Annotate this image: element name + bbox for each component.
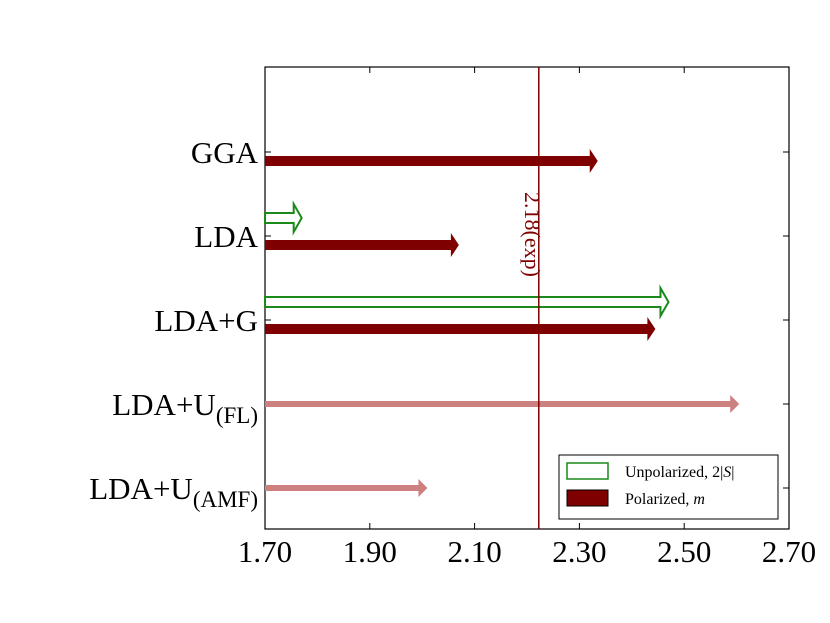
x-tick-labels: 1.70 1.90 2.10 2.30 2.50 2.70 (238, 534, 816, 569)
x-tick-label: 2.50 (657, 534, 711, 569)
category-label: LDA (194, 219, 258, 254)
polarized-light-arrow (265, 479, 428, 497)
x-tick-label: 2.70 (762, 534, 816, 569)
legend-label-suffix: | (731, 464, 734, 481)
legend-label-math: m (693, 491, 705, 508)
category-label-main: LDA+U (112, 387, 216, 422)
unpolarized-arrow (264, 200, 303, 236)
polarized-arrow (265, 149, 598, 173)
unpolarized-arrow (264, 284, 670, 320)
polarized-light-arrow (265, 395, 740, 413)
legend-label-prefix: Polarized, (625, 491, 693, 508)
category-label: LDA+U(FL) (112, 387, 258, 428)
legend-swatch-polarized (566, 489, 609, 507)
legend-label-unpolarized: Unpolarized, 2|S| (625, 464, 734, 481)
x-tick-label: 2.10 (447, 534, 501, 569)
category-label: LDA+G (154, 303, 258, 338)
polarized-arrow (265, 317, 656, 341)
x-tick-label: 1.70 (238, 534, 292, 569)
category-label-subscript: (AMF) (193, 487, 258, 512)
reference-line-label: 2.18(exp) (520, 192, 545, 277)
legend-label-polarized: Polarized, m (625, 491, 705, 508)
legend: Unpolarized, 2|S| Polarized, m (558, 454, 779, 520)
polarized-arrow (265, 233, 459, 257)
legend-swatch-unpolarized (566, 462, 609, 480)
category-label-subscript: (FL) (216, 403, 258, 428)
legend-label-prefix: Unpolarized, 2| (625, 464, 723, 481)
legend-label-math: S (723, 464, 731, 481)
category-label: LDA+U(AMF) (89, 471, 258, 512)
x-tick-label: 1.90 (343, 534, 397, 569)
bars (264, 149, 740, 497)
x-tick-label: 2.30 (552, 534, 606, 569)
category-label: GGA (191, 135, 259, 170)
reference-line-group: 2.18(exp) (520, 67, 545, 529)
category-label-main: LDA+U (89, 471, 193, 506)
